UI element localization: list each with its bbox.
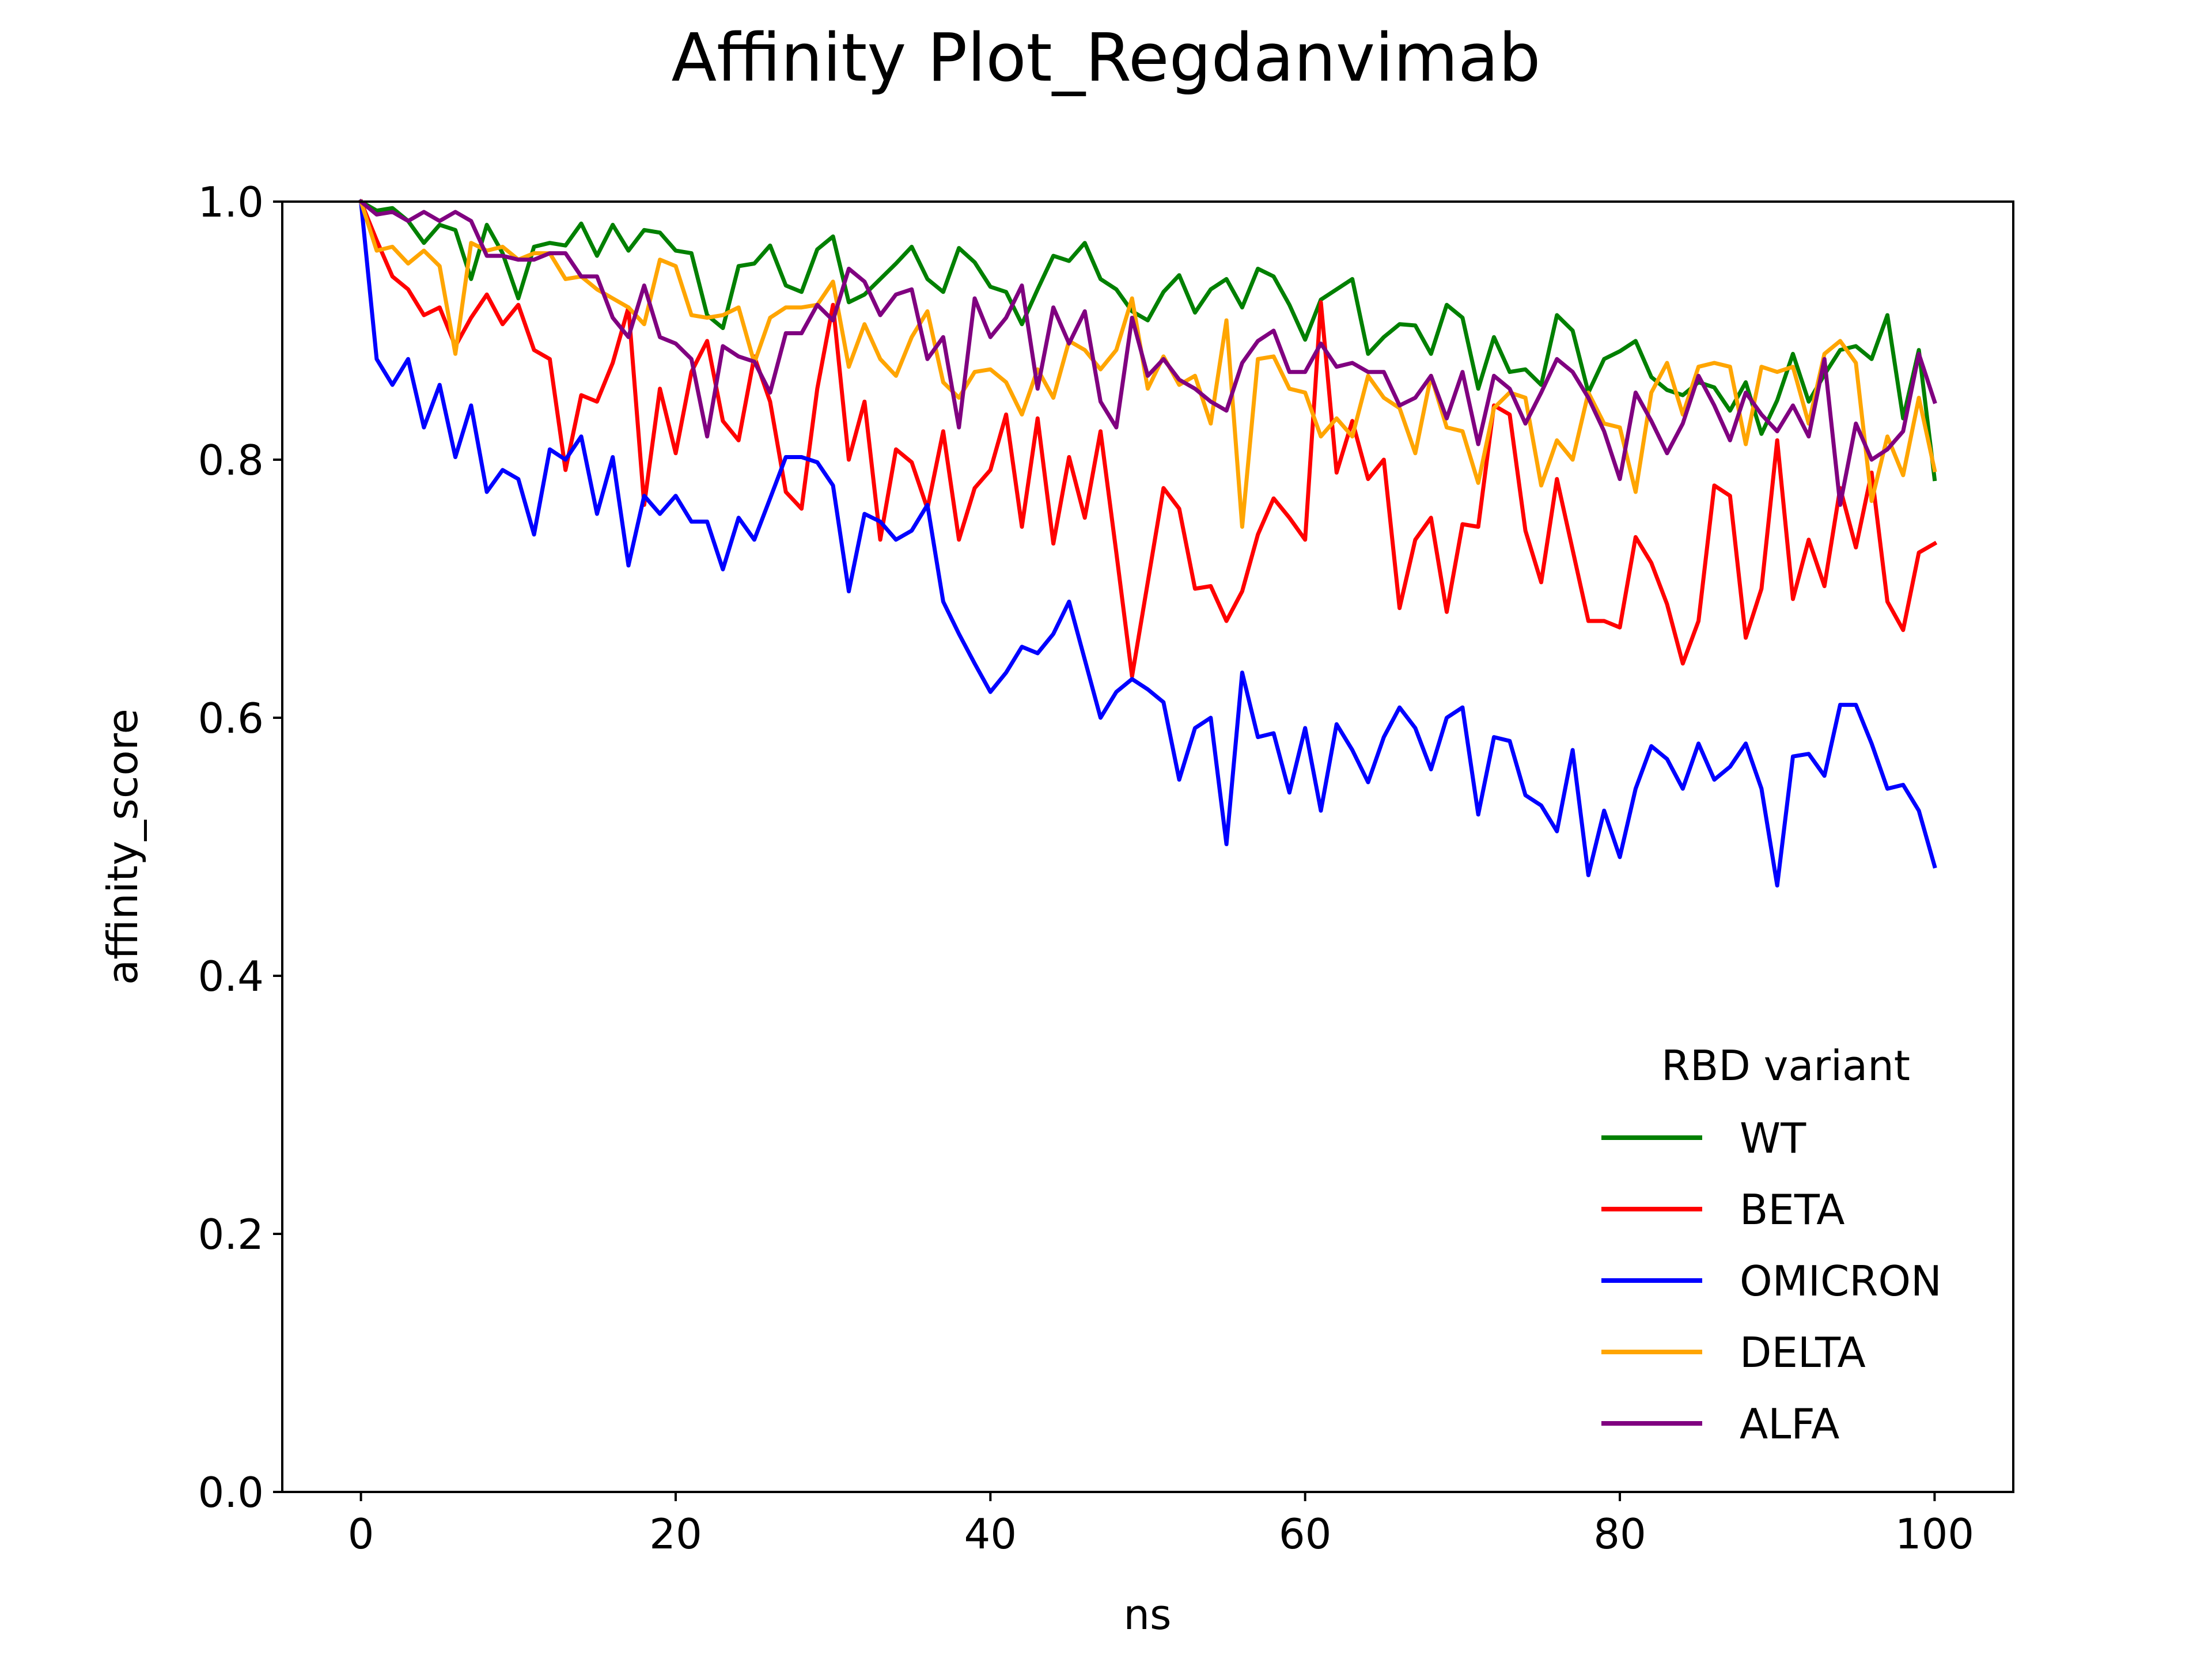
x-tick-label: 40 bbox=[964, 1510, 1017, 1558]
plot-area bbox=[281, 199, 2014, 1493]
y-tick-label: 0.4 bbox=[198, 952, 264, 1001]
y-tick-label: 0.0 bbox=[198, 1468, 264, 1517]
legend-label-delta: DELTA bbox=[1740, 1328, 1866, 1377]
x-tick-label: 0 bbox=[348, 1510, 374, 1558]
y-tick-label: 1.0 bbox=[198, 178, 264, 226]
chart-title: Affinity Plot_Regdanvimab bbox=[672, 20, 1541, 97]
legend-label-alfa: ALFA bbox=[1740, 1400, 1839, 1448]
x-axis-label: ns bbox=[1123, 1590, 1171, 1639]
series-line-alfa bbox=[358, 199, 1937, 507]
y-tick-label: 0.6 bbox=[198, 694, 264, 743]
series-line-wt bbox=[358, 199, 1937, 482]
x-axis: 0 20 40 60 80 100 bbox=[348, 1492, 1974, 1558]
series-line-omicron bbox=[358, 199, 1937, 888]
y-axis-label: affinity_score bbox=[99, 709, 147, 985]
legend: RBD variant WT BETA OMICRON DELTA ALFA bbox=[1601, 1041, 1942, 1448]
x-tick-label: 60 bbox=[1279, 1510, 1332, 1558]
series-line-beta bbox=[358, 199, 1938, 679]
plot-frame bbox=[281, 200, 2014, 1493]
series-lines bbox=[358, 199, 1938, 888]
legend-label-beta: BETA bbox=[1740, 1185, 1845, 1234]
y-tick-label: 0.8 bbox=[198, 436, 264, 484]
legend-label-omicron: OMICRON bbox=[1740, 1257, 1942, 1305]
series-line-delta bbox=[358, 199, 1937, 529]
x-tick-label: 20 bbox=[649, 1510, 702, 1558]
x-tick-label: 80 bbox=[1593, 1510, 1646, 1558]
legend-title: RBD variant bbox=[1661, 1041, 1910, 1090]
x-tick-label: 100 bbox=[1895, 1510, 1974, 1558]
y-axis: 0.0 0.2 0.4 0.6 0.8 1.0 bbox=[198, 178, 282, 1517]
y-tick-label: 0.2 bbox=[198, 1210, 264, 1259]
legend-entries: WT BETA OMICRON DELTA ALFA bbox=[1601, 1114, 1942, 1448]
legend-label-wt: WT bbox=[1740, 1114, 1806, 1162]
